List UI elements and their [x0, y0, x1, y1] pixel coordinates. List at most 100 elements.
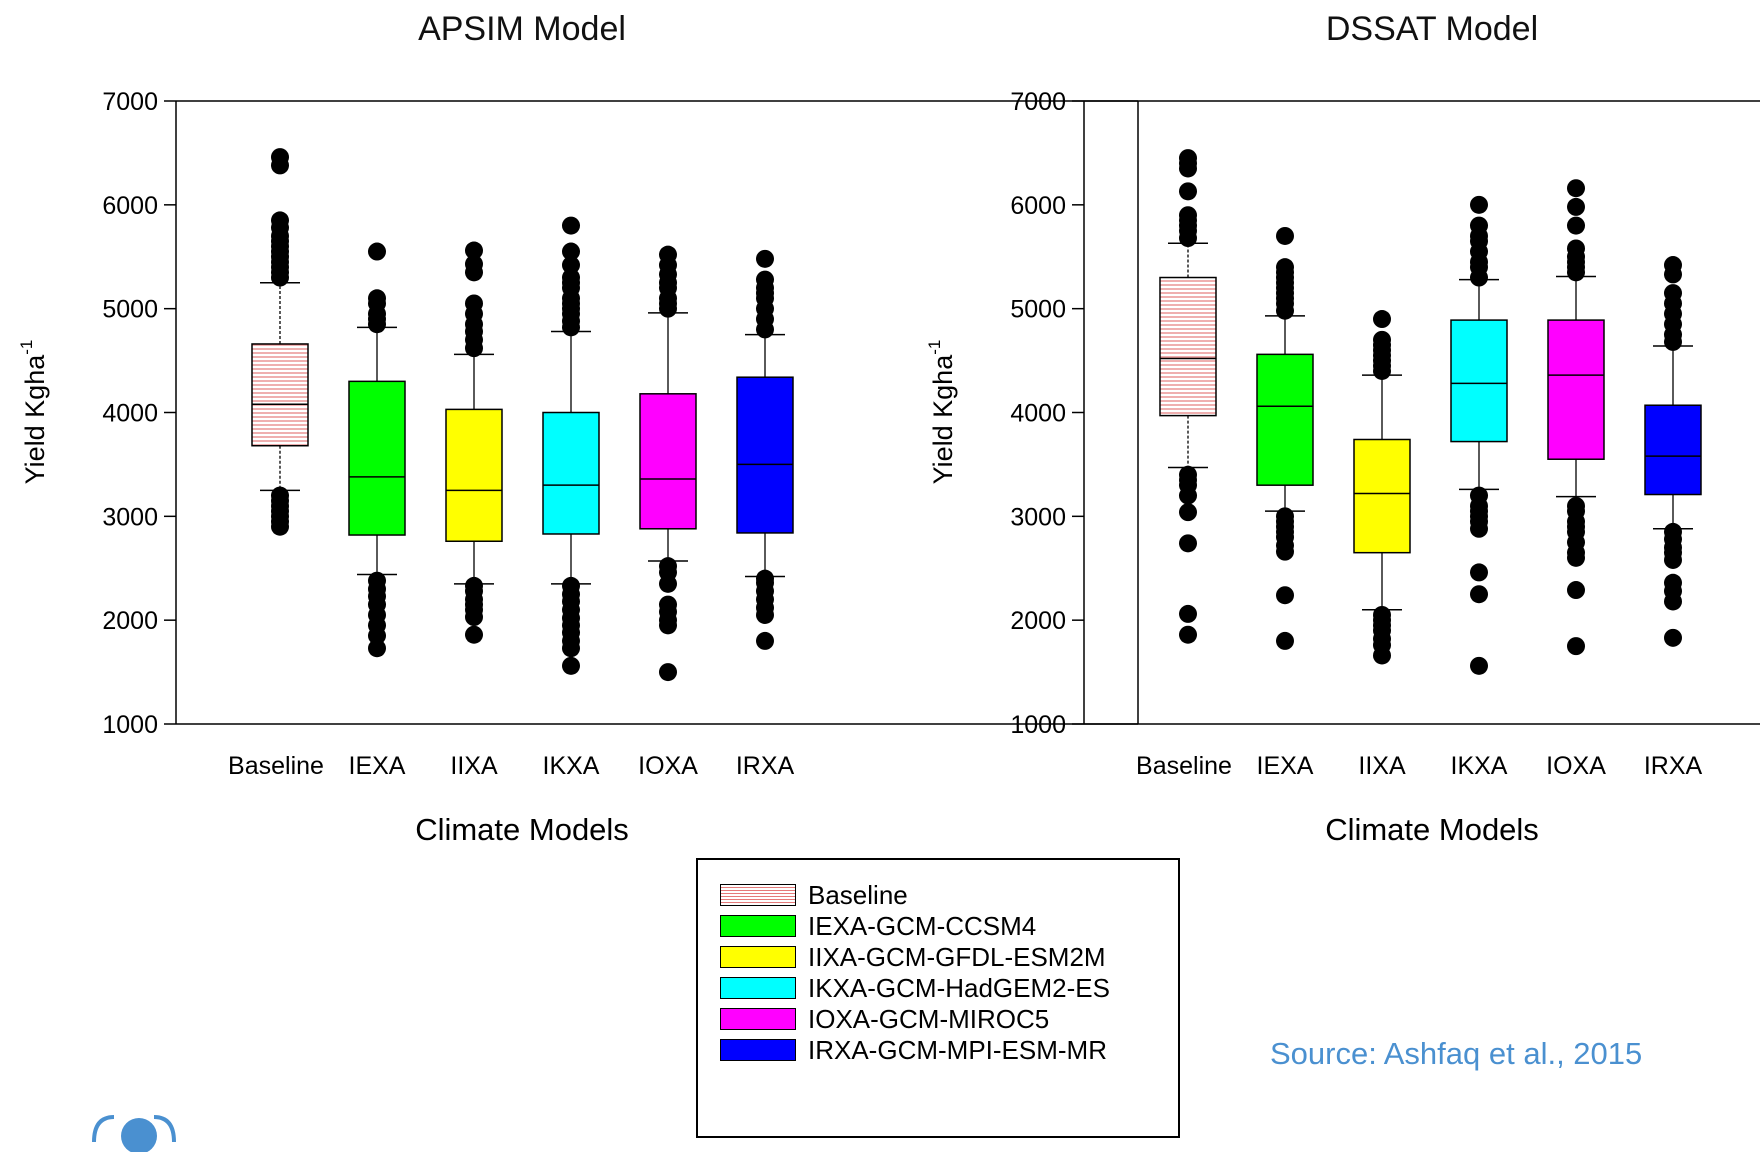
legend-swatch — [720, 1008, 796, 1030]
outlier-point — [1664, 256, 1682, 275]
legend-item: IRXA-GCM-MPI-ESM-MR — [720, 1035, 1107, 1065]
outlier-point — [1179, 534, 1197, 553]
y-axis-label-text: Yield Kgha — [20, 354, 50, 485]
legend-swatch — [720, 915, 796, 937]
outlier-point — [1470, 216, 1488, 235]
outlier-point — [1567, 197, 1585, 216]
box-baseline — [1159, 276, 1217, 417]
chart-title: APSIM Model — [418, 10, 626, 48]
y-tick-label: 5000 — [102, 296, 158, 324]
y-tick-label: 4000 — [102, 400, 158, 428]
x-tick-label: IIXA — [1358, 752, 1406, 780]
x-tick-label: IOXA — [638, 752, 698, 780]
outlier-point — [271, 486, 289, 505]
outlier-point — [1373, 310, 1391, 329]
outlier-point — [271, 211, 289, 230]
outlier-point — [1567, 637, 1585, 656]
chart-legend: Baseline IEXA-GCM-CCSM4 IIXA-GCM-GFDL-ESM2… — [696, 858, 1180, 1138]
box-ioxa — [639, 393, 697, 530]
legend-item: IKXA-GCM-HadGEM2-ES — [720, 973, 1110, 1003]
outlier-point — [1470, 656, 1488, 675]
outlier-point — [1470, 486, 1488, 505]
chart-figure: APSIM Model 1000 2000 3000 4000 5000 6000 7000 Y… — [17, 10, 1760, 847]
outlier-point — [465, 255, 483, 274]
outlier-point — [756, 249, 774, 268]
box-baseline — [251, 343, 309, 447]
legend-swatch — [720, 884, 796, 906]
y-axis-label: Yield Kgha-1 — [925, 340, 958, 485]
y-tick-label: 6000 — [1010, 192, 1066, 220]
outlier-point — [1664, 284, 1682, 303]
outlier-point — [1276, 226, 1294, 245]
logo-icon — [84, 1112, 184, 1154]
outlier-point — [659, 557, 677, 576]
legend-label: IOXA-GCM-MIROC5 — [808, 1003, 1050, 1034]
outlier-point — [562, 268, 580, 287]
legend-item: IOXA-GCM-MIROC5 — [720, 1004, 1049, 1034]
y-axis-label: Yield Kgha-1 — [17, 340, 50, 485]
chart-title: DSSAT Model — [1326, 10, 1538, 48]
outlier-point — [756, 631, 774, 650]
y-axis-label-superscript: -1 — [925, 340, 944, 355]
outlier-point — [1179, 604, 1197, 623]
legend-label: IRXA-GCM-MPI-ESM-MR — [808, 1034, 1107, 1065]
y-tick-label: 5000 — [1010, 296, 1066, 324]
y-tick-label: 2000 — [1010, 607, 1066, 635]
outlier-point — [368, 639, 386, 658]
outlier-point — [1470, 195, 1488, 214]
x-tick-label: Baseline — [228, 752, 324, 780]
outlier-point — [1276, 586, 1294, 605]
box-iexa — [348, 380, 406, 536]
legend-swatch — [720, 1039, 796, 1061]
box-irxa — [1644, 404, 1702, 496]
x-tick-label: Baseline — [1136, 752, 1232, 780]
outlier-point — [465, 241, 483, 260]
box-ioxa — [1547, 319, 1605, 460]
y-tick-label: 4000 — [1010, 400, 1066, 428]
outlier-point — [562, 576, 580, 595]
outlier-point — [1470, 585, 1488, 604]
outlier-point — [465, 576, 483, 595]
legend-label: IIXA-GCM-GFDL-ESM2M — [808, 941, 1106, 972]
outlier-point — [1276, 507, 1294, 526]
box-irxa — [736, 376, 794, 534]
outlier-point — [465, 294, 483, 313]
y-tick-label: 1000 — [102, 711, 158, 739]
legend-label: Baseline — [808, 879, 908, 910]
legend-item: Baseline — [720, 880, 908, 910]
x-tick-label: IOXA — [1546, 752, 1606, 780]
legend-item: IEXA-GCM-CCSM4 — [720, 911, 1036, 941]
x-tick-label: IKXA — [543, 752, 600, 780]
y-axis-label-text: Yield Kgha — [928, 354, 958, 485]
outlier-point — [1179, 206, 1197, 225]
outlier-point — [1567, 179, 1585, 198]
outlier-point — [659, 595, 677, 614]
outlier-point — [659, 663, 677, 682]
outlier-point — [756, 569, 774, 588]
outlier-point — [562, 656, 580, 675]
x-axis-label: Climate Models — [415, 812, 629, 847]
legend-label: IEXA-GCM-CCSM4 — [808, 910, 1037, 941]
outlier-point — [1373, 330, 1391, 349]
outlier-point — [368, 289, 386, 308]
outlier-point — [562, 256, 580, 275]
outlier-point — [1276, 258, 1294, 277]
legend-item: IIXA-GCM-GFDL-ESM2M — [720, 942, 1106, 972]
outlier-point — [1567, 496, 1585, 515]
outlier-point — [1664, 522, 1682, 541]
legend-swatch — [720, 977, 796, 999]
x-tick-label: IRXA — [736, 752, 795, 780]
box-ikxa — [542, 411, 600, 535]
outlier-point — [1179, 182, 1197, 201]
outlier-point — [271, 148, 289, 167]
x-tick-label: IRXA — [1644, 752, 1703, 780]
outlier-point — [1567, 581, 1585, 600]
y-axis-label-superscript: -1 — [17, 340, 36, 355]
outlier-point — [465, 625, 483, 644]
outlier-point — [1276, 631, 1294, 650]
outlier-point — [562, 242, 580, 261]
x-tick-label: IEXA — [1257, 752, 1314, 780]
outlier-point — [1470, 563, 1488, 582]
outlier-point — [1373, 605, 1391, 624]
outlier-point — [1179, 625, 1197, 644]
